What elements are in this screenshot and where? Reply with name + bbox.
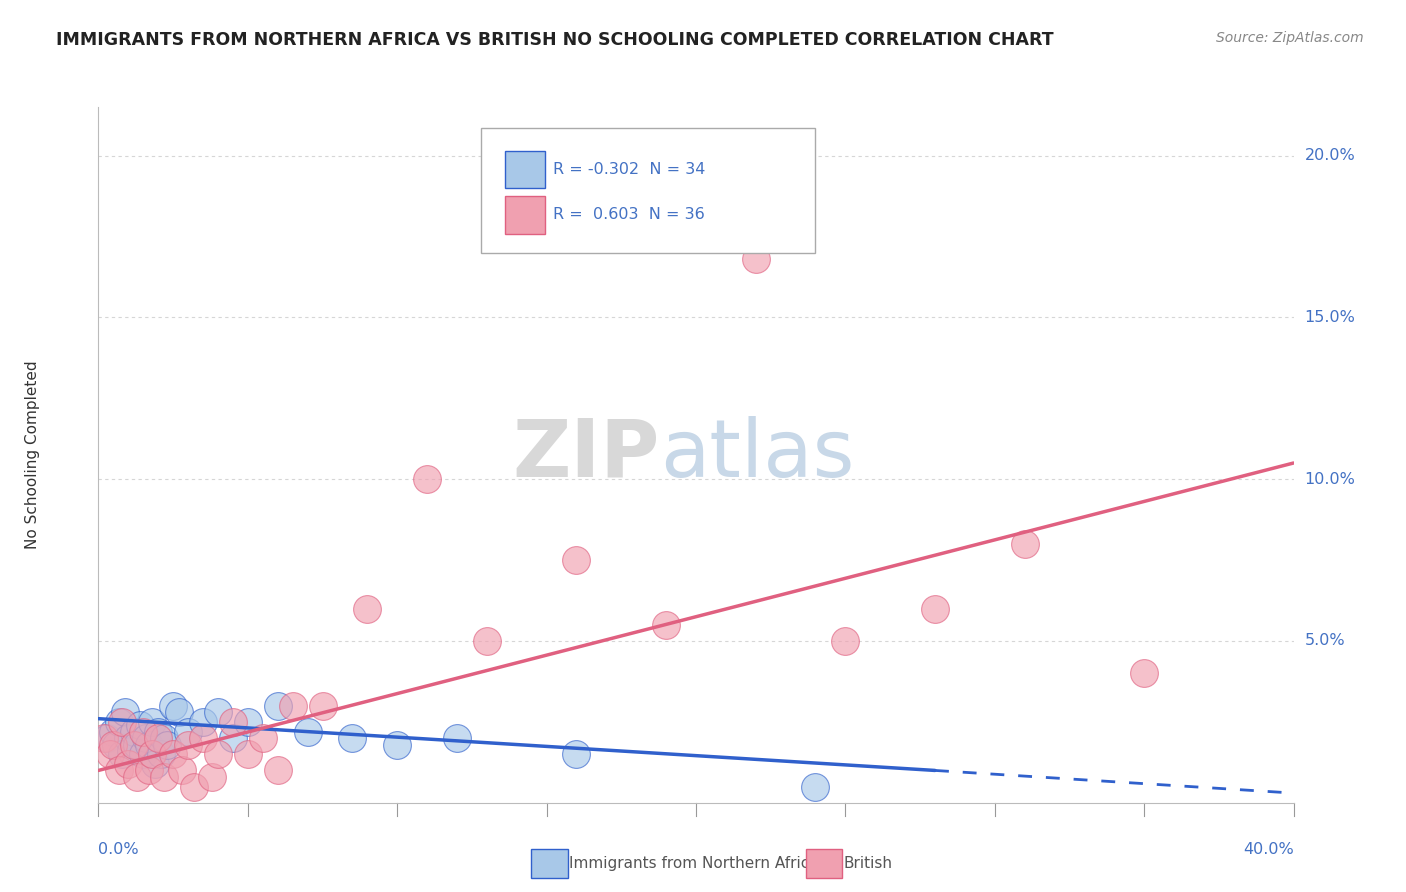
- Point: [177, 724, 200, 739]
- Point: [93, 731, 115, 745]
- Point: [148, 724, 170, 739]
- Point: [148, 731, 170, 745]
- Point: [132, 724, 155, 739]
- Text: Immigrants from Northern Africa: Immigrants from Northern Africa: [569, 856, 820, 871]
- Point: [804, 780, 827, 794]
- Point: [138, 764, 160, 778]
- Point: [222, 714, 245, 729]
- Point: [132, 747, 155, 762]
- Text: No Schooling Completed: No Schooling Completed: [25, 360, 41, 549]
- Point: [114, 705, 136, 719]
- Point: [1014, 537, 1036, 551]
- Point: [117, 731, 139, 745]
- Point: [103, 724, 125, 739]
- Text: Source: ZipAtlas.com: Source: ZipAtlas.com: [1216, 31, 1364, 45]
- Point: [111, 714, 134, 729]
- Point: [127, 770, 149, 784]
- Point: [207, 747, 229, 762]
- Point: [356, 601, 378, 615]
- Text: British: British: [844, 856, 893, 871]
- Text: atlas: atlas: [661, 416, 855, 494]
- Point: [153, 770, 176, 784]
- Point: [834, 634, 856, 648]
- Point: [191, 714, 214, 729]
- Point: [117, 756, 139, 771]
- Text: 0.0%: 0.0%: [98, 842, 139, 856]
- Point: [143, 756, 166, 771]
- Point: [150, 747, 173, 762]
- Point: [108, 764, 131, 778]
- Point: [191, 731, 214, 745]
- Point: [446, 731, 468, 745]
- Point: [252, 731, 274, 745]
- Point: [655, 617, 678, 632]
- Point: [167, 705, 190, 719]
- Point: [177, 738, 200, 752]
- Point: [236, 747, 259, 762]
- Point: [98, 747, 122, 762]
- Point: [1133, 666, 1156, 681]
- FancyBboxPatch shape: [505, 196, 546, 234]
- Point: [124, 738, 146, 752]
- Text: 5.0%: 5.0%: [1305, 633, 1346, 648]
- Point: [342, 731, 364, 745]
- Text: ZIP: ZIP: [513, 416, 661, 494]
- Text: R =  0.603  N = 36: R = 0.603 N = 36: [553, 207, 704, 222]
- Point: [236, 714, 259, 729]
- Point: [222, 731, 245, 745]
- Point: [565, 747, 588, 762]
- Point: [127, 738, 149, 752]
- Point: [267, 764, 290, 778]
- Point: [183, 780, 205, 794]
- Text: 15.0%: 15.0%: [1305, 310, 1355, 325]
- Point: [162, 747, 184, 762]
- FancyBboxPatch shape: [481, 128, 815, 253]
- Point: [124, 724, 146, 739]
- Point: [267, 698, 290, 713]
- Point: [135, 731, 157, 745]
- Point: [311, 698, 333, 713]
- Text: R = -0.302  N = 34: R = -0.302 N = 34: [553, 162, 704, 178]
- Point: [297, 724, 319, 739]
- Point: [924, 601, 946, 615]
- Point: [96, 731, 118, 745]
- Point: [475, 634, 498, 648]
- Text: 40.0%: 40.0%: [1243, 842, 1294, 856]
- Point: [129, 718, 152, 732]
- Point: [120, 744, 142, 758]
- Point: [385, 738, 409, 752]
- Point: [141, 714, 163, 729]
- Point: [201, 770, 224, 784]
- Text: 20.0%: 20.0%: [1305, 148, 1355, 163]
- Point: [103, 738, 125, 752]
- Point: [141, 747, 163, 762]
- Text: 10.0%: 10.0%: [1305, 472, 1355, 487]
- Point: [138, 738, 160, 752]
- FancyBboxPatch shape: [505, 151, 546, 188]
- Point: [162, 698, 184, 713]
- Point: [111, 747, 134, 762]
- Point: [745, 252, 768, 267]
- Point: [565, 553, 588, 567]
- Text: IMMIGRANTS FROM NORTHERN AFRICA VS BRITISH NO SCHOOLING COMPLETED CORRELATION CH: IMMIGRANTS FROM NORTHERN AFRICA VS BRITI…: [56, 31, 1054, 49]
- Point: [153, 731, 176, 745]
- Point: [281, 698, 304, 713]
- Point: [105, 738, 128, 752]
- Point: [416, 472, 439, 486]
- Point: [172, 764, 194, 778]
- Point: [207, 705, 229, 719]
- Point: [108, 714, 131, 729]
- Point: [156, 738, 179, 752]
